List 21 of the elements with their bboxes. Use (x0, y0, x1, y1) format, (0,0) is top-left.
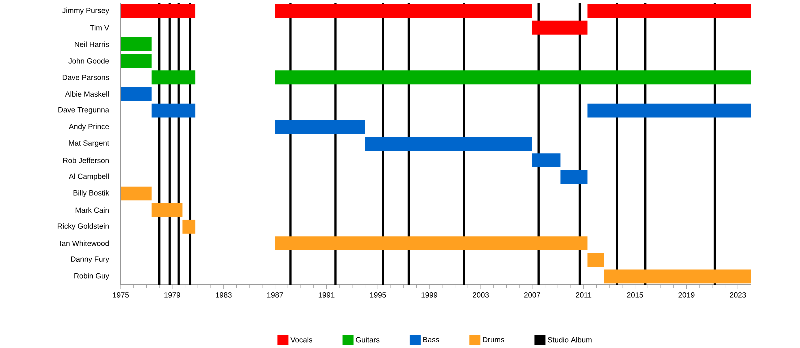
bar (152, 104, 196, 118)
bar (121, 186, 152, 201)
bar (121, 38, 152, 52)
bar (275, 4, 532, 18)
bar (604, 270, 751, 284)
bar (152, 70, 196, 85)
bar (588, 104, 751, 118)
bar (182, 220, 196, 234)
bar (121, 54, 152, 68)
bar (588, 253, 604, 268)
bar (588, 4, 751, 18)
bar (532, 154, 561, 168)
bar (275, 70, 751, 85)
bar (152, 203, 183, 218)
bar (532, 20, 588, 35)
bar (121, 4, 196, 18)
bar (365, 137, 532, 151)
bar (275, 120, 366, 134)
bar (121, 87, 152, 102)
bar (560, 170, 588, 184)
bar (275, 236, 588, 250)
